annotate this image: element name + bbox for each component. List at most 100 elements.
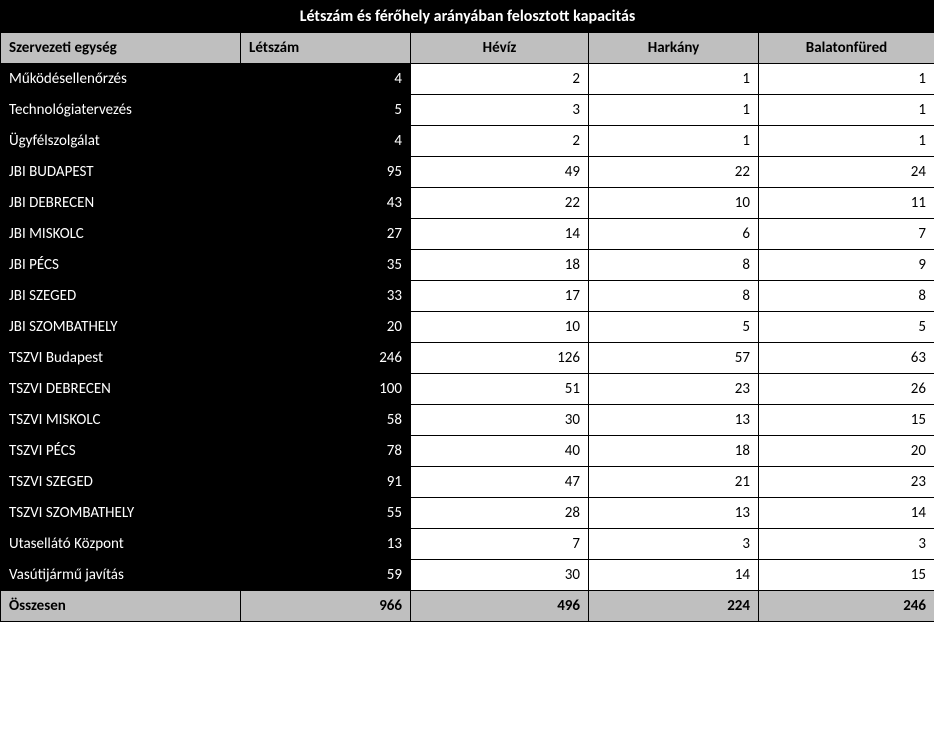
cell-heviz: 28: [411, 498, 589, 529]
table-title: Létszám és férőhely arányában felosztott…: [1, 1, 934, 33]
cell-heviz: 30: [411, 405, 589, 436]
cell-harkany: 5: [589, 312, 759, 343]
cell-harkany: 1: [589, 64, 759, 95]
total-letszam: 966: [241, 591, 411, 622]
cell-letszam: 20: [241, 312, 411, 343]
cell-letszam: 5: [241, 95, 411, 126]
cell-org: JBI SZOMBATHELY: [1, 312, 241, 343]
cell-heviz: 126: [411, 343, 589, 374]
total-harkany: 224: [589, 591, 759, 622]
cell-harkany: 8: [589, 281, 759, 312]
cell-harkany: 18: [589, 436, 759, 467]
cell-letszam: 100: [241, 374, 411, 405]
col-header-heviz: Hévíz: [411, 33, 589, 64]
table-row: Utasellátó Központ13733: [1, 529, 934, 560]
table-row: JBI SZOMBATHELY201055: [1, 312, 934, 343]
cell-org: TSZVI PÉCS: [1, 436, 241, 467]
cell-letszam: 33: [241, 281, 411, 312]
cell-harkany: 22: [589, 157, 759, 188]
cell-letszam: 35: [241, 250, 411, 281]
table-row: TSZVI PÉCS78401820: [1, 436, 934, 467]
table-title-row: Létszám és férőhely arányában felosztott…: [1, 1, 934, 33]
cell-org: TSZVI MISKOLC: [1, 405, 241, 436]
cell-heviz: 17: [411, 281, 589, 312]
cell-balaton: 24: [759, 157, 934, 188]
table-row: TSZVI SZEGED91472123: [1, 467, 934, 498]
cell-org: Vasútijármű javítás: [1, 560, 241, 591]
table-row: JBI PÉCS351889: [1, 250, 934, 281]
cell-letszam: 4: [241, 126, 411, 157]
table-row: JBI SZEGED331788: [1, 281, 934, 312]
total-balaton: 246: [759, 591, 934, 622]
cell-org: JBI MISKOLC: [1, 219, 241, 250]
cell-harkany: 3: [589, 529, 759, 560]
table-row: TSZVI MISKOLC58301315: [1, 405, 934, 436]
table-row: Ügyfélszolgálat4211: [1, 126, 934, 157]
cell-balaton: 5: [759, 312, 934, 343]
total-heviz: 496: [411, 591, 589, 622]
capacity-table-wrap: Létszám és férőhely arányában felosztott…: [0, 0, 934, 622]
cell-balaton: 9: [759, 250, 934, 281]
cell-balaton: 26: [759, 374, 934, 405]
cell-letszam: 59: [241, 560, 411, 591]
table-row: TSZVI DEBRECEN100512326: [1, 374, 934, 405]
cell-harkany: 13: [589, 405, 759, 436]
cell-harkany: 13: [589, 498, 759, 529]
cell-org: TSZVI SZEGED: [1, 467, 241, 498]
cell-heviz: 47: [411, 467, 589, 498]
cell-org: JBI BUDAPEST: [1, 157, 241, 188]
table-row: TSZVI Budapest2461265763: [1, 343, 934, 374]
table-row: Vasútijármű javítás59301415: [1, 560, 934, 591]
cell-heviz: 22: [411, 188, 589, 219]
cell-org: JBI SZEGED: [1, 281, 241, 312]
table-total-row: Összesen 966 496 224 246: [1, 591, 934, 622]
cell-harkany: 10: [589, 188, 759, 219]
capacity-table: Létszám és férőhely arányában felosztott…: [0, 0, 934, 622]
cell-heviz: 2: [411, 126, 589, 157]
col-header-org: Szervezeti egység: [1, 33, 241, 64]
cell-letszam: 95: [241, 157, 411, 188]
cell-org: JBI DEBRECEN: [1, 188, 241, 219]
cell-balaton: 23: [759, 467, 934, 498]
total-label: Összesen: [1, 591, 241, 622]
cell-letszam: 78: [241, 436, 411, 467]
cell-heviz: 7: [411, 529, 589, 560]
cell-heviz: 14: [411, 219, 589, 250]
cell-org: Működésellenőrzés: [1, 64, 241, 95]
cell-heviz: 40: [411, 436, 589, 467]
cell-letszam: 4: [241, 64, 411, 95]
table-row: JBI DEBRECEN43221011: [1, 188, 934, 219]
table-row: Technológiatervezés5311: [1, 95, 934, 126]
cell-letszam: 55: [241, 498, 411, 529]
cell-org: TSZVI Budapest: [1, 343, 241, 374]
cell-heviz: 3: [411, 95, 589, 126]
cell-heviz: 18: [411, 250, 589, 281]
cell-balaton: 8: [759, 281, 934, 312]
table-row: Működésellenőrzés4211: [1, 64, 934, 95]
cell-org: Utasellátó Központ: [1, 529, 241, 560]
cell-heviz: 10: [411, 312, 589, 343]
cell-harkany: 1: [589, 95, 759, 126]
cell-balaton: 1: [759, 95, 934, 126]
cell-letszam: 246: [241, 343, 411, 374]
cell-heviz: 2: [411, 64, 589, 95]
cell-heviz: 49: [411, 157, 589, 188]
cell-balaton: 15: [759, 405, 934, 436]
cell-balaton: 7: [759, 219, 934, 250]
cell-org: TSZVI DEBRECEN: [1, 374, 241, 405]
col-header-balaton: Balatonfüred: [759, 33, 934, 64]
cell-balaton: 3: [759, 529, 934, 560]
cell-balaton: 63: [759, 343, 934, 374]
table-row: JBI BUDAPEST95492224: [1, 157, 934, 188]
cell-balaton: 14: [759, 498, 934, 529]
cell-harkany: 6: [589, 219, 759, 250]
cell-org: JBI PÉCS: [1, 250, 241, 281]
cell-balaton: 1: [759, 126, 934, 157]
cell-heviz: 51: [411, 374, 589, 405]
cell-harkany: 14: [589, 560, 759, 591]
cell-letszam: 27: [241, 219, 411, 250]
cell-harkany: 21: [589, 467, 759, 498]
cell-harkany: 57: [589, 343, 759, 374]
col-header-letszam: Létszám: [241, 33, 411, 64]
cell-balaton: 15: [759, 560, 934, 591]
